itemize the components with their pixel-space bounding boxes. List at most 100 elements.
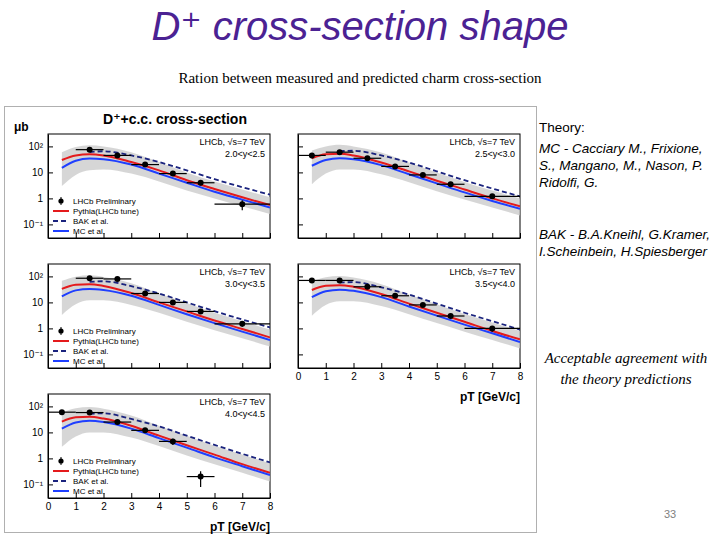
legend-label: LHCb Preliminary [73, 327, 136, 336]
axis: 10⁻¹11010² [23, 135, 53, 239]
panel-annotation: LHCb, √s=7 TeV [199, 397, 265, 407]
theory-line [62, 421, 270, 475]
tick-mark [492, 363, 493, 368]
tick [159, 363, 160, 368]
panel-annotation: 2.5<y<3.0 [475, 149, 515, 159]
legend-symbol [53, 470, 69, 472]
tick-mark [242, 233, 243, 238]
tick-mark [48, 484, 53, 485]
legend: LHCb PreliminaryPythia(LHCb tune)BAK et … [53, 457, 139, 496]
plot-area [298, 145, 520, 216]
tick [298, 302, 303, 303]
panel: 012345678pT [GeV/c]LHCb, √s=7 TeV3.5<y<4… [296, 264, 524, 404]
panel: 10⁻¹11010²LHCb, √s=7 TeV3.0<y<3.5LHCb Pr… [23, 264, 270, 369]
axis [298, 135, 303, 239]
legend-label: Pythia(LHCb tune) [73, 207, 139, 216]
tick-mark [298, 172, 303, 173]
legend: LHCb PreliminaryPythia(LHCb tune)BAK et … [53, 197, 139, 236]
tick: 8 [518, 363, 524, 382]
data-point [489, 193, 495, 199]
tick [326, 233, 327, 238]
panel-annotation: 2.0<y<2.5 [225, 149, 265, 159]
data-point [364, 284, 370, 290]
tick-mark [270, 233, 271, 238]
tick-label: 10² [29, 401, 44, 412]
tick: 6 [462, 363, 468, 382]
y-axis-title: μb [14, 120, 29, 134]
axis: 10⁻¹11010² [23, 395, 53, 499]
panel-annotation: LHCb, √s=7 TeV [199, 267, 265, 277]
legend-label: MC et al. [73, 357, 105, 366]
theory-line [62, 159, 270, 208]
tick: 7 [240, 493, 246, 512]
data-point [87, 275, 93, 281]
data-point [448, 313, 454, 319]
tick-label: 4 [157, 501, 163, 512]
axis [298, 265, 303, 369]
tick-mark [326, 363, 327, 368]
plot-frame [298, 134, 520, 238]
tick-mark [437, 363, 438, 368]
axis-line [49, 238, 271, 239]
tick: 10² [29, 271, 53, 282]
panel-annotation: LHCb, √s=7 TeV [449, 267, 515, 277]
figure-frame [5, 107, 537, 533]
tick-mark [298, 276, 303, 277]
data-point [170, 299, 176, 305]
tick: 10 [32, 427, 53, 438]
tick [270, 363, 271, 368]
figure-title: D⁺+c.c. cross-section [103, 111, 247, 127]
tick: 10⁻¹ [23, 349, 53, 360]
tick-mark [298, 224, 303, 225]
tick-mark [131, 233, 132, 238]
legend-symbol [53, 480, 69, 482]
tick-label: 6 [462, 371, 468, 382]
tick: 4 [157, 493, 163, 512]
tick-mark [48, 276, 53, 277]
tick [298, 224, 303, 225]
tick [409, 233, 410, 238]
tick: 7 [490, 363, 496, 382]
tick-label: 1 [37, 453, 43, 464]
tick-label: 10² [29, 271, 44, 282]
panel-annotation: LHCb, √s=7 TeV [449, 137, 515, 147]
tick [242, 363, 243, 368]
tick-mark [48, 302, 53, 303]
axis: 10⁻¹11010² [23, 265, 53, 369]
data-point [309, 152, 315, 158]
tick [242, 233, 243, 238]
tick-label: 7 [490, 371, 496, 382]
tick-mark [131, 493, 132, 498]
tick-mark [465, 233, 466, 238]
data-point [142, 427, 148, 433]
tick [492, 233, 493, 238]
panel-annotation: 3.5<y<4.0 [475, 279, 515, 289]
axis: 012345678 [296, 363, 524, 382]
axis-line [299, 238, 521, 239]
tick-mark [187, 493, 188, 498]
tick: 10⁻¹ [23, 219, 53, 230]
legend-label: MC et al. [73, 487, 105, 496]
tick: 3 [129, 493, 135, 512]
data-point [170, 171, 176, 177]
tick [131, 363, 132, 368]
tick-mark [48, 354, 53, 355]
tick-mark [381, 363, 382, 368]
axis-line [48, 265, 49, 369]
tick-mark [520, 363, 521, 368]
tick-mark [159, 363, 160, 368]
plot-frame [48, 134, 270, 238]
tick-mark [298, 302, 303, 303]
legend-symbol [53, 490, 69, 492]
tick [159, 233, 160, 238]
plot-area [48, 407, 270, 487]
slide-subtitle: Ration between measured and predicted ch… [0, 70, 720, 87]
legend-symbol [53, 210, 69, 212]
data-point [114, 419, 120, 425]
data-point [142, 291, 148, 297]
tick-mark [298, 146, 303, 147]
tick-mark [270, 493, 271, 498]
uncertainty-band [312, 276, 520, 348]
theory-heading: Theory: [539, 120, 717, 135]
tick-mark [298, 354, 303, 355]
